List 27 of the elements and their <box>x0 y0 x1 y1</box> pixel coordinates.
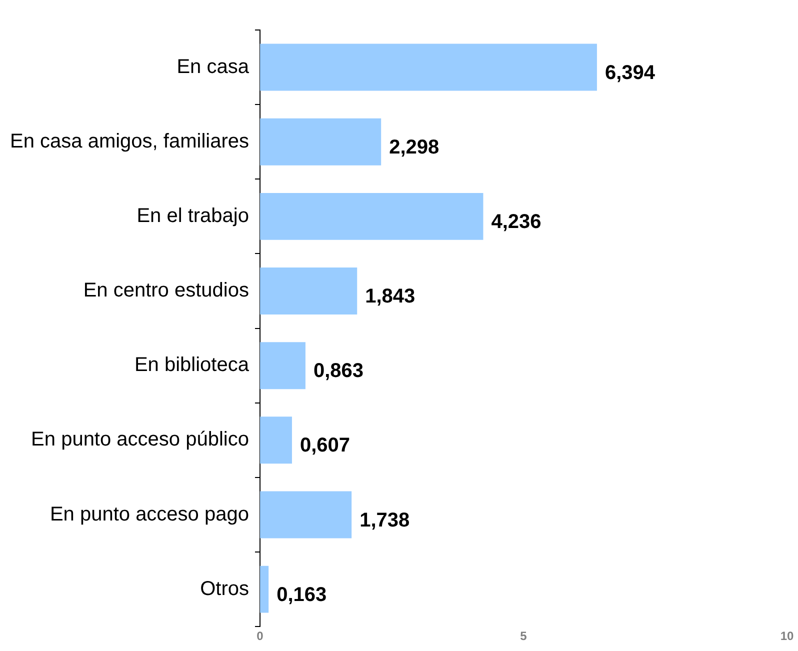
bar <box>260 44 597 91</box>
bar <box>260 342 306 390</box>
data-label: 2,298 <box>389 136 440 158</box>
bar <box>260 416 292 464</box>
data-label: 4,236 <box>491 210 542 233</box>
bar <box>260 491 352 538</box>
data-label: 6,394 <box>604 62 656 84</box>
y-tick-label: En casa <box>176 56 250 78</box>
y-tick-label: En casa amigos, familiares <box>10 130 249 152</box>
x-tick-label: 5 <box>520 629 528 644</box>
y-tick-label: Otros <box>200 578 249 600</box>
y-tick-label: En centro estudios <box>83 280 249 302</box>
data-label: 0,163 <box>276 584 327 606</box>
x-tick-label: 0 <box>256 629 264 644</box>
y-tick-label: En punto acceso público <box>31 428 249 451</box>
data-label: 0,607 <box>300 434 350 457</box>
y-tick-label: En el trabajo <box>136 204 249 227</box>
data-label: 0,863 <box>313 360 364 382</box>
y-tick-label: En punto acceso pago <box>50 503 249 526</box>
bar <box>260 118 382 166</box>
bar <box>260 566 269 613</box>
data-label: 1,843 <box>365 286 416 308</box>
x-tick-label: 10 <box>780 629 794 644</box>
bar <box>260 192 484 240</box>
data-label: 1,738 <box>360 509 410 532</box>
bar <box>260 268 358 315</box>
y-tick-label: En biblioteca <box>134 354 250 376</box>
